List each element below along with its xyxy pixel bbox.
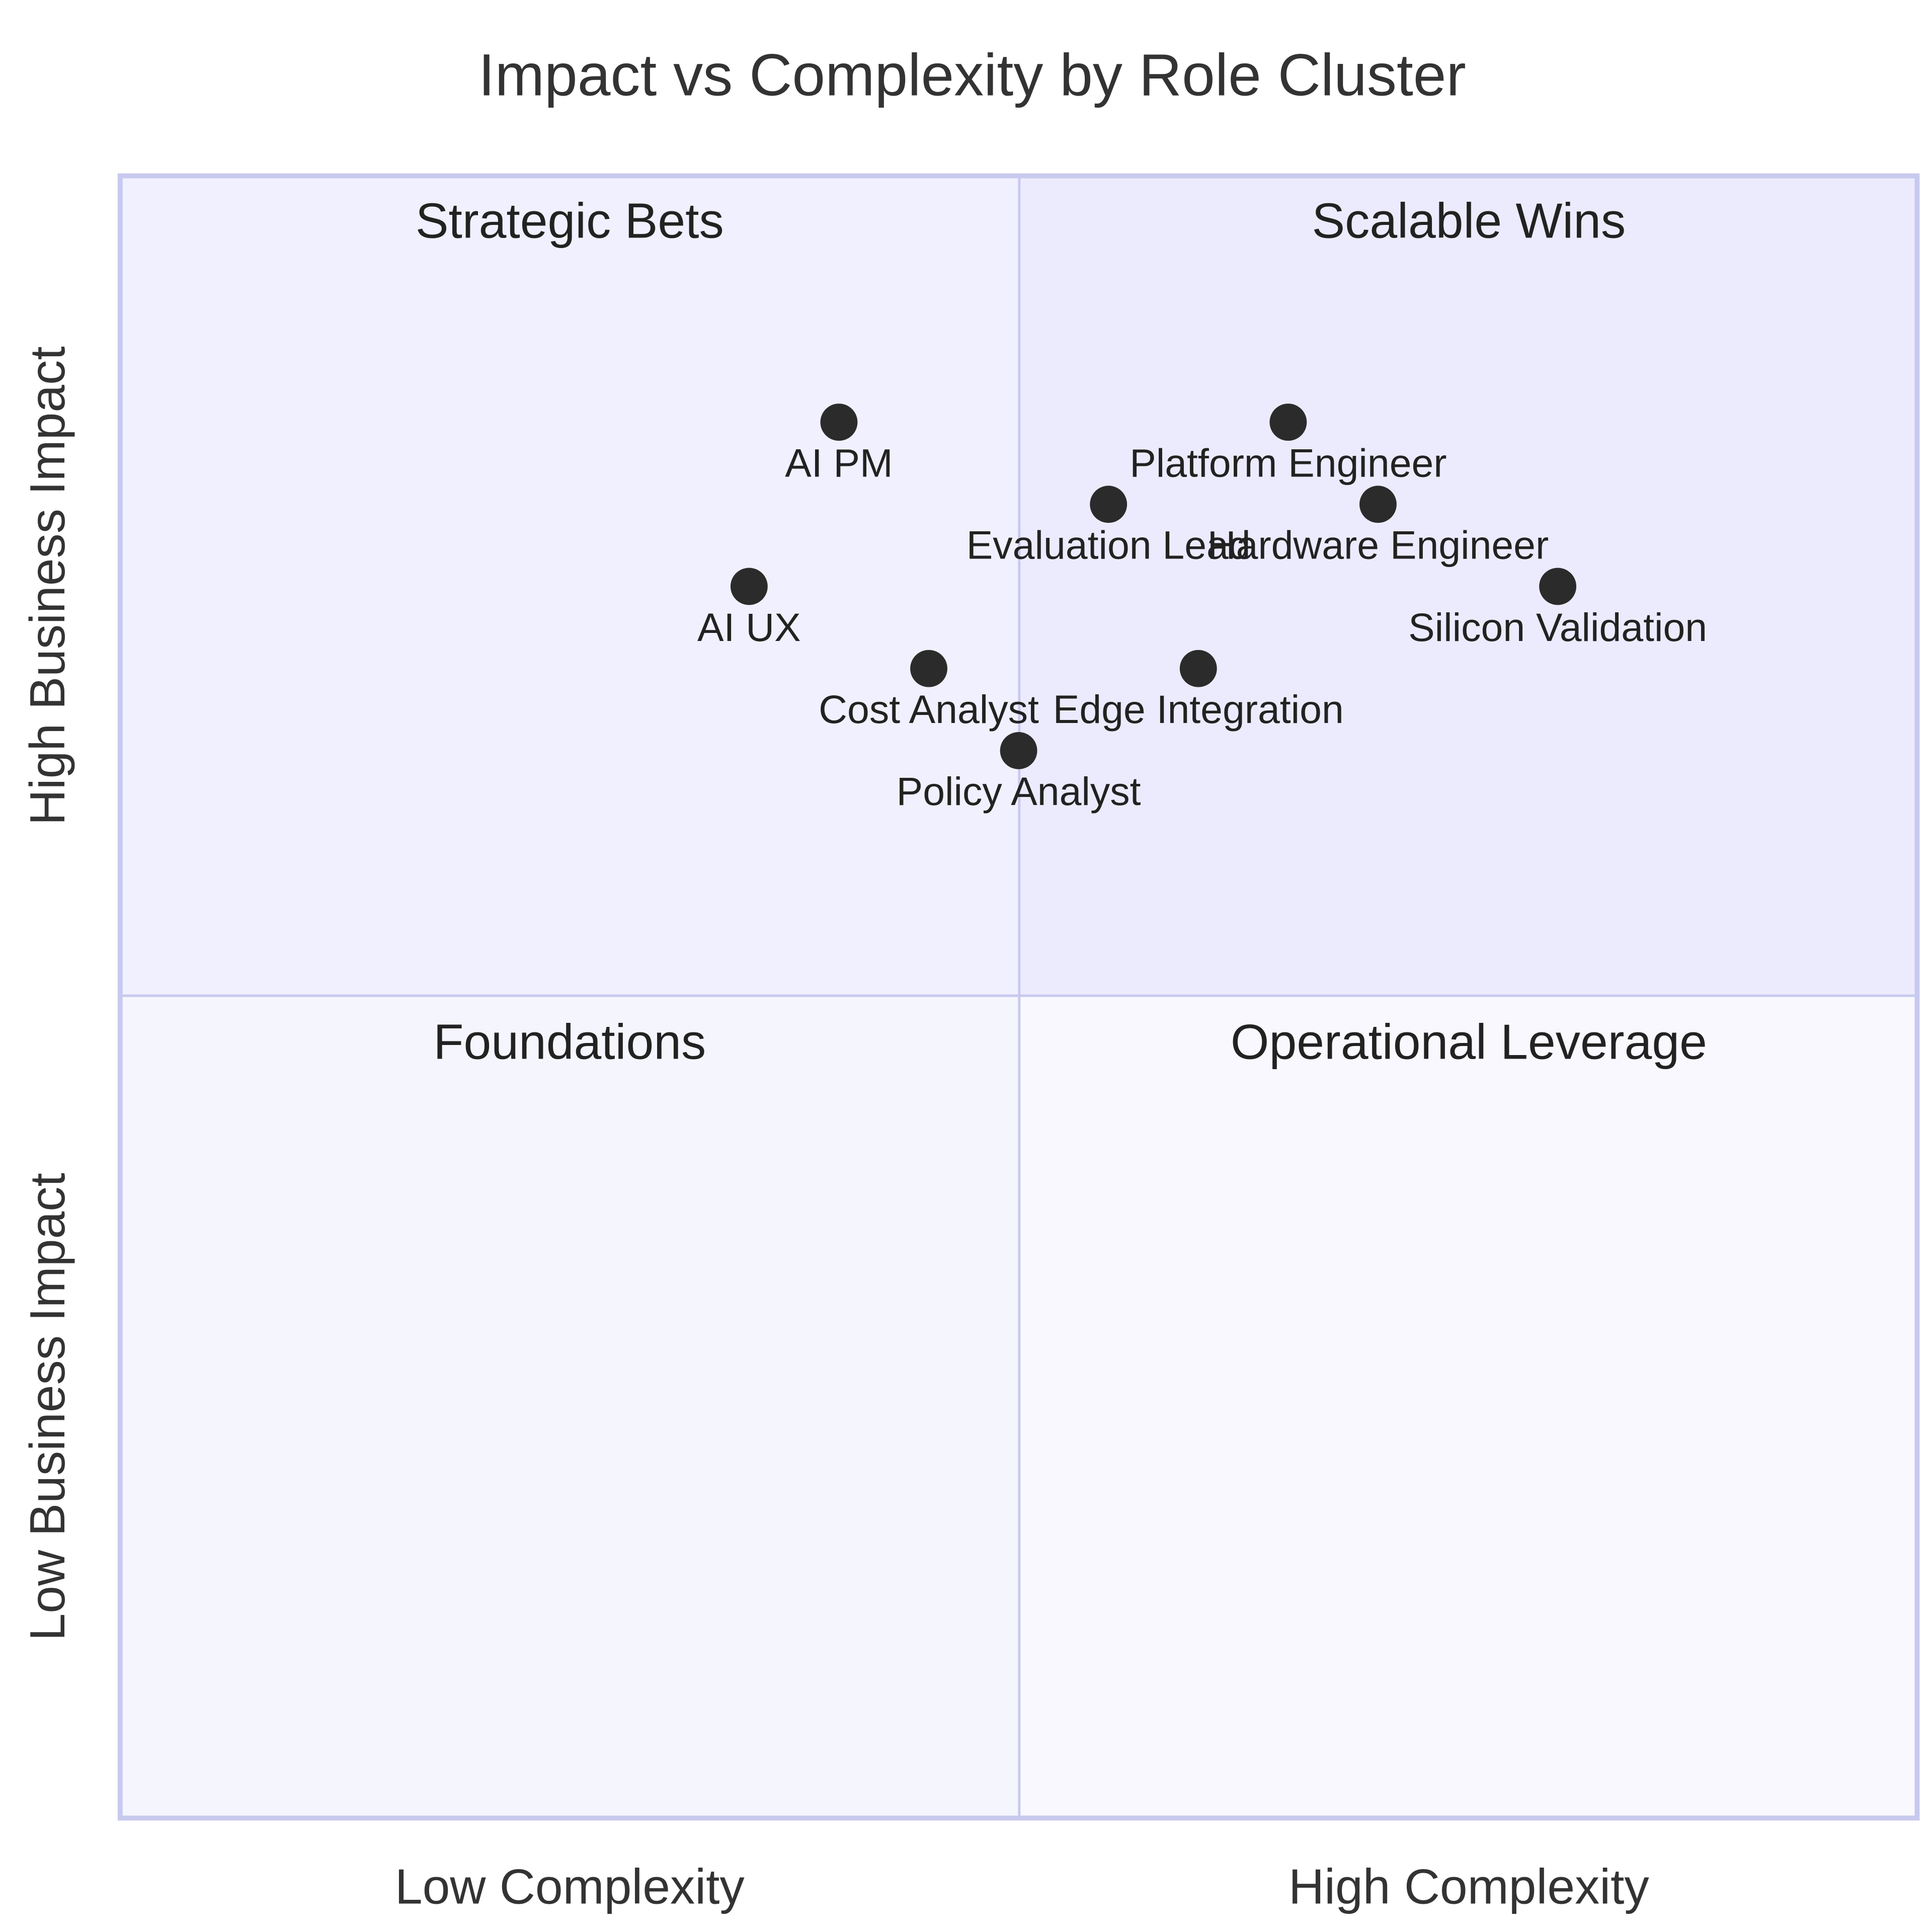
point-label: Hardware Engineer [1208, 523, 1549, 568]
quadrant-bottom-left [120, 996, 1019, 1818]
quadrant-label-top-right: Scalable Wins [1312, 193, 1626, 249]
data-point [820, 404, 858, 441]
data-point [1269, 404, 1307, 441]
data-point [730, 568, 768, 605]
data-point [910, 650, 947, 687]
quadrant-label-bottom-right: Operational Leverage [1231, 1014, 1707, 1070]
point-label: Platform Engineer [1130, 441, 1446, 485]
point-label: AI UX [697, 605, 801, 650]
y-axis-high-label: High Business Impact [20, 346, 75, 825]
chart-title: Impact vs Complexity by Role Cluster [478, 42, 1466, 109]
point-label: Evaluation Lead [967, 523, 1251, 568]
quadrant-bottom-right [1019, 996, 1917, 1818]
quadrant-top-left [120, 176, 1019, 996]
quadrant-top-right [1019, 176, 1917, 996]
data-point [1539, 568, 1577, 605]
point-label: AI PM [785, 441, 893, 485]
quadrant-label-bottom-left: Foundations [433, 1014, 706, 1070]
data-point [1090, 486, 1128, 523]
point-label: Edge Integration [1053, 687, 1344, 732]
y-axis-low-label: Low Business Impact [20, 1173, 75, 1641]
point-label: Silicon Validation [1408, 605, 1707, 650]
data-point [1179, 650, 1217, 687]
x-axis-high-label: High Complexity [1289, 1859, 1650, 1914]
point-label: Cost Analyst [819, 687, 1039, 732]
data-point [1000, 732, 1037, 769]
point-label: Policy Analyst [897, 769, 1141, 814]
plot-border [117, 173, 1920, 1821]
data-point [1359, 486, 1397, 523]
x-axis-low-label: Low Complexity [395, 1859, 745, 1914]
quadrant-label-top-left: Strategic Bets [416, 193, 724, 249]
points-layer: AI PM Platform Engineer Evaluation LeadHar… [697, 404, 1707, 814]
